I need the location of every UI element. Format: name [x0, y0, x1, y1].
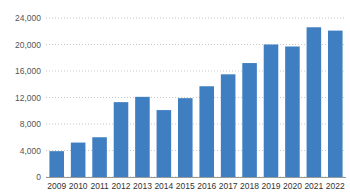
x-tick-labels: 2009201020112012201320142015201620172018…: [47, 181, 345, 191]
x-tick-label: 2010: [69, 181, 88, 191]
grid-line: [46, 44, 346, 45]
x-tick-label: 2020: [283, 181, 302, 191]
bar: [199, 86, 214, 177]
bar: [285, 46, 300, 177]
x-tick-label: 2021: [304, 181, 323, 191]
bar: [264, 45, 279, 178]
x-tick-label: 2014: [154, 181, 173, 191]
y-tick-label: 24,000: [15, 13, 41, 23]
bar: [157, 110, 172, 177]
bar: [92, 137, 107, 177]
x-tick-label: 2012: [112, 181, 131, 191]
x-tick-label: 2018: [240, 181, 259, 191]
x-axis: [46, 177, 346, 178]
grid: [46, 18, 346, 177]
grid-line: [46, 97, 346, 98]
grid-line: [46, 71, 346, 72]
x-tick-label: 2016: [197, 181, 216, 191]
grid-line: [46, 150, 346, 151]
x-tick-label: 2017: [219, 181, 238, 191]
grid-line: [46, 124, 346, 125]
bar: [71, 143, 86, 177]
bar: [114, 102, 129, 177]
chart: 04,0008,00012,00016,00020,00024,00020092…: [0, 0, 350, 195]
grid-line: [46, 18, 346, 19]
y-tick-label: 8,000: [20, 119, 42, 129]
bar: [242, 63, 257, 177]
x-tick-label: 2013: [133, 181, 152, 191]
y-tick-label: 0: [36, 172, 41, 182]
y-tick-label: 20,000: [15, 40, 41, 50]
bar: [49, 151, 64, 177]
bars: [49, 27, 342, 177]
y-tick-label: 12,000: [15, 93, 41, 103]
y-tick-label: 16,000: [15, 66, 41, 76]
x-tick-label: 2009: [47, 181, 66, 191]
x-tick-label: 2019: [262, 181, 281, 191]
x-tick-label: 2011: [90, 181, 109, 191]
bar: [328, 31, 343, 177]
bar: [307, 27, 322, 177]
bar: [135, 97, 150, 177]
y-tick-label: 4,000: [20, 146, 42, 156]
bar: [221, 74, 236, 177]
x-tick-label: 2022: [326, 181, 345, 191]
bar: [178, 98, 193, 177]
y-tick-labels: 0 4,000 8,000 12,000 16,000 20,000 24,000: [15, 13, 41, 182]
grid-line: [46, 177, 346, 178]
x-tick-label: 2015: [176, 181, 195, 191]
